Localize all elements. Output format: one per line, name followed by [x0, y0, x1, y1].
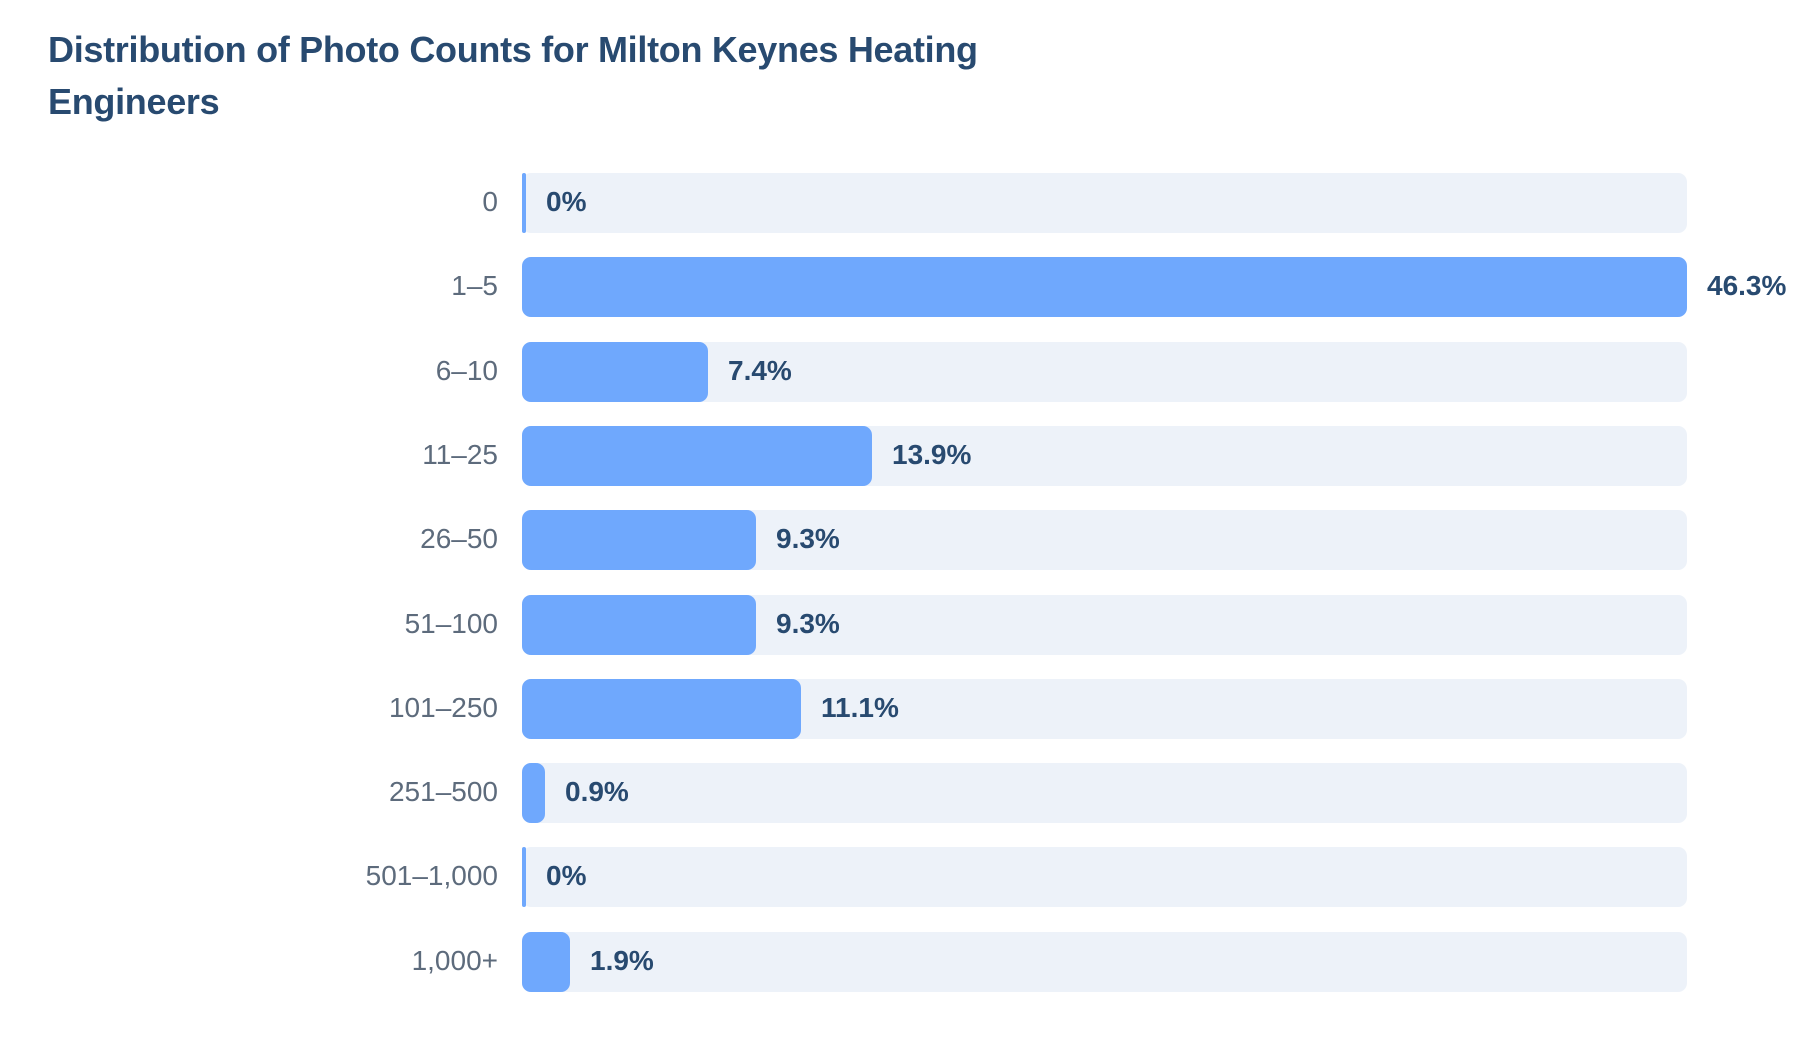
bar [522, 595, 756, 655]
bar-track [522, 173, 1687, 233]
bar [522, 257, 1687, 317]
bar [522, 679, 801, 739]
category-label: 101–250 [388, 692, 498, 723]
bar [522, 173, 526, 233]
category-label: 1–5 [451, 270, 498, 301]
bar [522, 932, 570, 992]
value-label: 0% [546, 186, 587, 217]
bar [522, 847, 526, 907]
category-label: 0 [482, 186, 498, 217]
bar-track [522, 932, 1687, 992]
bar-track [522, 847, 1687, 907]
bar-track [522, 763, 1687, 823]
bar [522, 510, 756, 570]
value-label: 46.3% [1707, 270, 1787, 301]
value-label: 9.3% [776, 523, 840, 554]
category-label: 251–500 [388, 776, 498, 807]
value-label: 9.3% [776, 608, 840, 639]
category-label: 501–1,000 [365, 860, 498, 891]
chart-title: Distribution of Photo Counts for Milton … [48, 29, 978, 122]
bar [522, 342, 708, 402]
value-label: 11.1% [821, 692, 899, 723]
bar [522, 763, 545, 823]
value-label: 0% [546, 860, 587, 891]
value-label: 7.4% [728, 355, 792, 386]
value-label: 0.9% [565, 776, 629, 807]
category-label: 1,000+ [411, 945, 498, 976]
value-label: 1.9% [590, 945, 654, 976]
category-label: 11–25 [422, 439, 498, 470]
bar [522, 426, 872, 486]
bar-track [522, 342, 1687, 402]
value-label: 13.9% [892, 439, 972, 470]
category-label: 51–100 [404, 608, 498, 639]
category-label: 26–50 [420, 523, 498, 554]
category-label: 6–10 [435, 355, 498, 386]
